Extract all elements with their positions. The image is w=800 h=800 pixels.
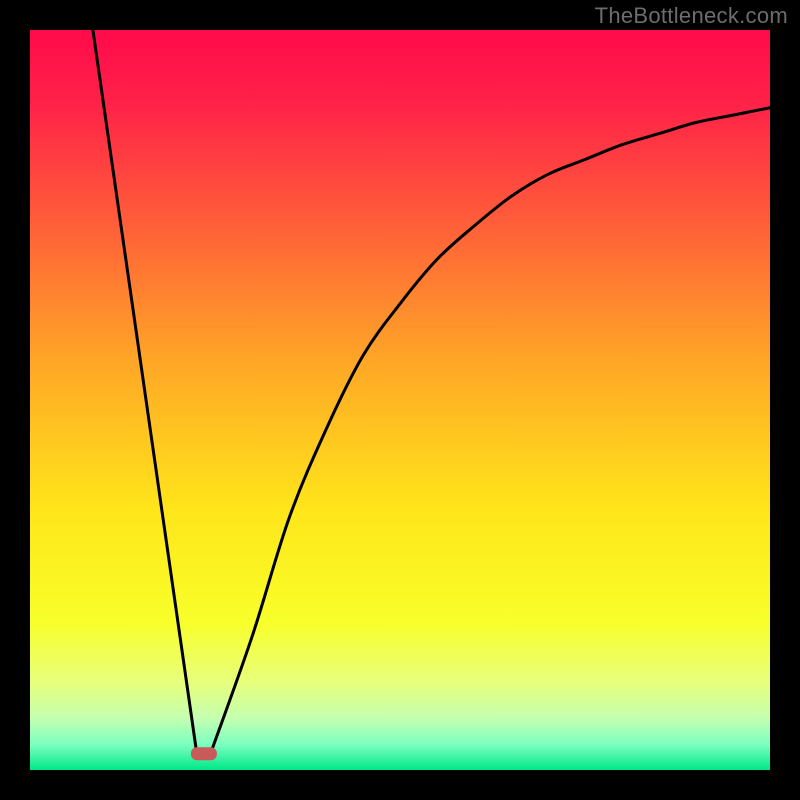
dip-marker: [191, 747, 217, 760]
chart-svg: [0, 0, 800, 800]
watermark-text: TheBottleneck.com: [595, 3, 788, 29]
chart-stage: TheBottleneck.com: [0, 0, 800, 800]
gradient-panel: [30, 30, 770, 770]
